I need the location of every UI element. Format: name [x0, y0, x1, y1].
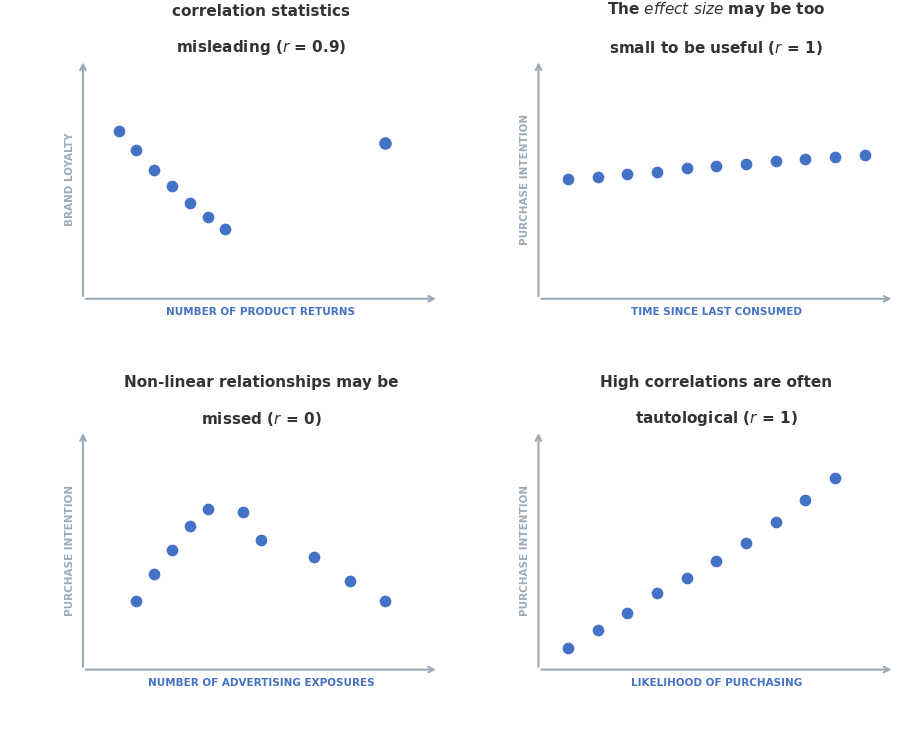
Point [342, 575, 357, 587]
Y-axis label: PURCHASE INTENTION: PURCHASE INTENTION [520, 484, 530, 615]
Point [147, 164, 161, 176]
Point [164, 544, 179, 556]
Point [739, 537, 753, 549]
Point [129, 595, 144, 607]
Text: missed ($\mathit{r}$ = 0): missed ($\mathit{r}$ = 0) [201, 410, 321, 428]
Y-axis label: PURCHASE INTENTION: PURCHASE INTENTION [520, 114, 530, 245]
Point [828, 472, 843, 484]
Point [378, 595, 393, 607]
Point [768, 516, 783, 527]
X-axis label: NUMBER OF PRODUCT RETURNS: NUMBER OF PRODUCT RETURNS [166, 307, 355, 317]
Point [739, 158, 753, 170]
Point [236, 507, 251, 519]
Point [798, 153, 813, 164]
Text: misleading ($\mathit{r}$ = 0.9): misleading ($\mathit{r}$ = 0.9) [175, 38, 346, 57]
Point [650, 166, 665, 178]
Point [129, 144, 144, 156]
Point [680, 572, 694, 584]
Point [590, 624, 605, 636]
Point [650, 588, 665, 600]
Point [307, 551, 322, 562]
Point [621, 607, 635, 619]
Point [218, 223, 232, 235]
Point [147, 568, 161, 580]
X-axis label: NUMBER OF ADVERTISING EXPOSURES: NUMBER OF ADVERTISING EXPOSURES [148, 678, 374, 688]
Point [621, 168, 635, 180]
Point [378, 138, 393, 150]
Text: The $\mathit{effect}$ $\mathit{size}$ may be too: The $\mathit{effect}$ $\mathit{size}$ ma… [608, 0, 826, 19]
Text: small to be useful ($\mathit{r}$ = 1): small to be useful ($\mathit{r}$ = 1) [609, 39, 823, 57]
Point [200, 211, 215, 223]
Point [768, 155, 783, 167]
Y-axis label: PURCHASE INTENTION: PURCHASE INTENTION [65, 484, 75, 615]
Point [680, 162, 694, 174]
Point [112, 125, 126, 137]
Point [709, 160, 724, 172]
Point [561, 642, 575, 654]
Point [164, 180, 179, 192]
Point [709, 555, 724, 567]
Point [183, 197, 197, 209]
Point [200, 503, 215, 515]
Point [857, 150, 872, 161]
Text: Non-linear relationships may be: Non-linear relationships may be [124, 375, 398, 390]
Y-axis label: BRAND LOYALTY: BRAND LOYALTY [65, 132, 75, 226]
X-axis label: TIME SINCE LAST CONSUMED: TIME SINCE LAST CONSUMED [631, 307, 802, 317]
Point [590, 171, 605, 183]
Point [798, 494, 813, 506]
Point [254, 533, 268, 545]
X-axis label: LIKELIHOOD OF PURCHASING: LIKELIHOOD OF PURCHASING [631, 678, 802, 688]
Point [828, 151, 843, 163]
Text: correlation statistics: correlation statistics [171, 4, 350, 19]
Point [183, 520, 197, 532]
Point [561, 173, 575, 185]
Text: High correlations are often: High correlations are often [600, 375, 833, 390]
Text: tautological ($\mathit{r}$ = 1): tautological ($\mathit{r}$ = 1) [635, 409, 798, 428]
